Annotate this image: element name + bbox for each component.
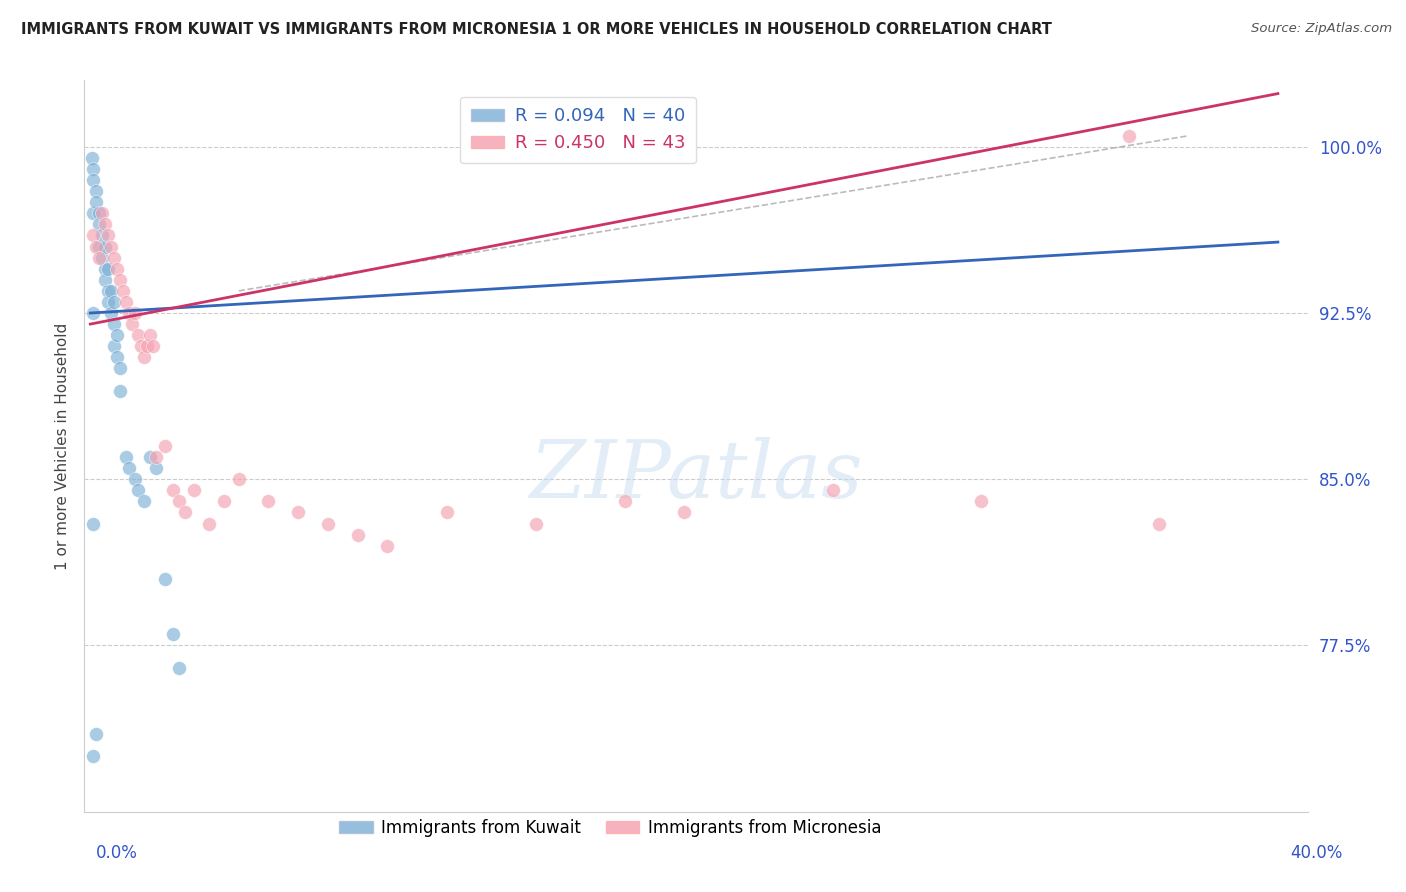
Point (613, 494, 636, 508)
Point (436, 506, 458, 520)
Point (105, 328, 128, 343)
Point (145, 461, 167, 475)
Point (94, 273, 117, 287)
Text: 40.0%: 40.0% (1291, 844, 1343, 862)
Point (105, 351, 128, 365)
Point (524, 516, 547, 531)
Point (316, 516, 339, 531)
Point (100, 284, 122, 298)
Point (108, 361, 131, 376)
Point (124, 472, 146, 486)
Point (118, 306, 141, 320)
Point (115, 294, 138, 309)
Point (169, 494, 191, 508)
Point (89, 218, 111, 232)
Point (375, 539, 398, 553)
Point (105, 261, 128, 276)
Point (94, 261, 117, 276)
Point (287, 506, 309, 520)
Point (80, 151, 103, 165)
Point (118, 461, 141, 475)
Point (346, 527, 368, 541)
Point (124, 306, 146, 320)
Point (132, 494, 155, 508)
Point (91, 228, 114, 243)
Text: Source: ZipAtlas.com: Source: ZipAtlas.com (1251, 22, 1392, 36)
Point (82, 516, 104, 531)
Point (162, 627, 184, 641)
Point (82, 306, 104, 320)
Point (89, 206, 111, 220)
Point (1118, 128, 1140, 143)
Point (198, 516, 221, 531)
Point (145, 450, 167, 464)
Point (97, 284, 120, 298)
Point (84, 727, 107, 741)
Point (108, 384, 131, 398)
Point (153, 572, 176, 586)
Point (97, 228, 120, 243)
Point (97, 294, 120, 309)
Y-axis label: 1 or more Vehicles in Household: 1 or more Vehicles in Household (55, 322, 70, 570)
Point (97, 261, 120, 276)
Point (174, 506, 197, 520)
Point (132, 351, 155, 365)
Point (82, 206, 104, 220)
Point (91, 251, 114, 265)
Point (82, 749, 104, 764)
Point (111, 284, 134, 298)
Text: 0.0%: 0.0% (96, 844, 138, 862)
Point (82, 228, 104, 243)
Point (103, 339, 125, 353)
Point (94, 239, 117, 253)
Point (257, 494, 280, 508)
Point (82, 161, 104, 176)
Point (108, 273, 131, 287)
Point (82, 173, 104, 187)
Point (821, 483, 844, 498)
Point (127, 483, 149, 498)
Point (121, 317, 143, 331)
Point (153, 439, 176, 453)
Text: IMMIGRANTS FROM KUWAIT VS IMMIGRANTS FROM MICRONESIA 1 OR MORE VEHICLES IN HOUSE: IMMIGRANTS FROM KUWAIT VS IMMIGRANTS FRO… (21, 22, 1052, 37)
Point (1147, 516, 1170, 531)
Point (103, 294, 125, 309)
Point (129, 339, 152, 353)
Point (84, 195, 107, 210)
Point (84, 184, 107, 198)
Point (138, 328, 160, 343)
Point (228, 472, 250, 486)
Point (91, 206, 114, 220)
Point (162, 483, 184, 498)
Point (115, 450, 138, 464)
Point (138, 450, 160, 464)
Point (100, 239, 122, 253)
Point (89, 251, 111, 265)
Legend: Immigrants from Kuwait, Immigrants from Micronesia: Immigrants from Kuwait, Immigrants from … (333, 813, 887, 844)
Point (103, 317, 125, 331)
Point (84, 239, 107, 253)
Point (183, 483, 205, 498)
Point (673, 506, 696, 520)
Point (970, 494, 993, 508)
Point (142, 339, 165, 353)
Point (135, 339, 157, 353)
Point (212, 494, 235, 508)
Point (94, 218, 117, 232)
Point (100, 306, 122, 320)
Point (103, 251, 125, 265)
Point (127, 328, 149, 343)
Point (169, 660, 191, 674)
Text: ZIPatlas: ZIPatlas (529, 436, 863, 514)
Point (89, 239, 111, 253)
